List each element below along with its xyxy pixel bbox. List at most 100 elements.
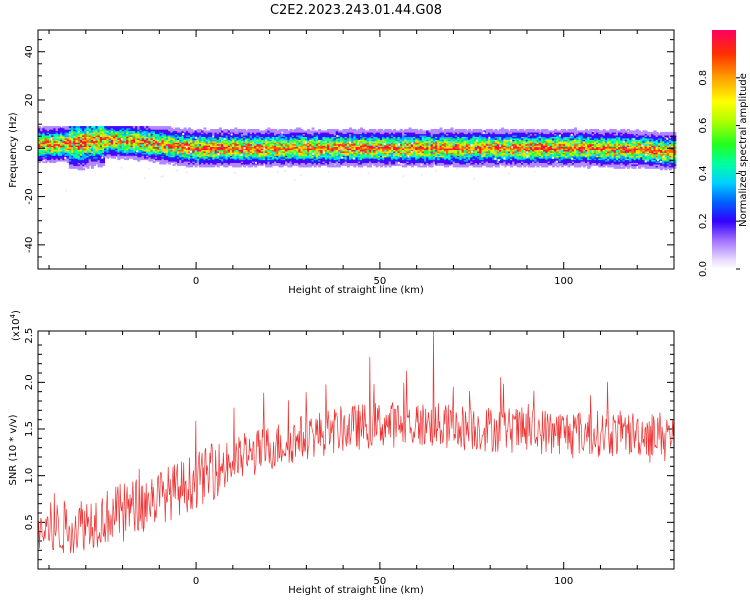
heatmap-cell — [276, 150, 280, 153]
heatmap-cell — [313, 142, 317, 145]
heatmap-cell — [135, 131, 139, 135]
heatmap-cell — [285, 134, 288, 137]
heatmap-cell — [214, 146, 218, 149]
heatmap-cell — [188, 140, 191, 143]
heatmap-cell — [432, 129, 436, 132]
heatmap-cell — [49, 144, 52, 148]
heatmap-cell — [245, 159, 249, 162]
heatmap-cell — [188, 150, 191, 153]
heatmap-cell — [102, 155, 105, 158]
heatmap-cell — [315, 142, 319, 145]
heatmap-cell — [443, 155, 447, 158]
heatmap-cell — [388, 150, 392, 153]
heatmap-cell — [371, 146, 375, 149]
heatmap-cell — [443, 143, 447, 146]
heatmap-cell — [249, 159, 253, 162]
heatmap-cell — [55, 155, 59, 158]
heatmap-cell — [432, 153, 436, 156]
heatmap-cell — [315, 152, 319, 155]
heatmap-cell — [170, 140, 174, 143]
heatmap-cell — [329, 144, 333, 148]
heatmap-cell — [327, 147, 330, 150]
heatmap-cell — [256, 142, 260, 145]
heatmap-cell — [207, 153, 211, 156]
heatmap-cell — [435, 129, 438, 132]
heatmap-cell — [459, 150, 463, 153]
heatmap-cell — [335, 150, 339, 153]
heatmap-cell — [137, 140, 141, 143]
heatmap-cell — [49, 155, 52, 158]
heatmap-cell — [60, 157, 64, 161]
heatmap-cell — [309, 153, 313, 156]
heatmap-cell — [382, 137, 386, 140]
heatmap-cell — [457, 130, 461, 133]
heatmap-cell — [446, 163, 450, 166]
heatmap-cell — [265, 150, 269, 153]
heatmap-cell — [108, 127, 112, 130]
heatmap-cell — [437, 143, 441, 146]
heatmap-cell — [274, 159, 277, 162]
heatmap-cell — [435, 146, 438, 149]
heatmap-cell — [364, 149, 368, 152]
heatmap-cell — [346, 131, 350, 135]
heatmap-cell — [454, 137, 458, 140]
heatmap-cell — [373, 134, 377, 137]
heatmap-cell — [132, 157, 136, 161]
heatmap-cell — [130, 133, 134, 136]
heatmap-cell — [435, 153, 438, 156]
heatmap-cell — [415, 143, 419, 146]
heatmap-cell — [168, 129, 172, 132]
heatmap-cell — [457, 165, 461, 168]
heatmap-cell — [53, 153, 57, 156]
heatmap-cell — [179, 133, 183, 136]
heatmap-cell — [454, 144, 458, 148]
heatmap-cell — [421, 147, 425, 150]
heatmap-cell — [126, 156, 130, 159]
heatmap-cell — [360, 157, 363, 161]
heatmap-cell — [165, 126, 169, 129]
heatmap-cell — [223, 147, 227, 150]
heatmap-cell — [252, 152, 255, 155]
heatmap-cell — [181, 149, 185, 152]
heatmap-cell — [457, 129, 461, 132]
heatmap-cell — [298, 139, 302, 142]
heatmap-cell — [245, 149, 249, 152]
heatmap-cell — [296, 133, 300, 136]
heatmap-cell — [110, 127, 114, 130]
heatmap-cell — [448, 152, 452, 155]
heatmap-cell — [216, 147, 220, 150]
heatmap-cell — [320, 130, 324, 133]
heatmap-cell — [333, 131, 337, 135]
heatmap-cell — [44, 157, 48, 161]
heatmap-cell — [287, 142, 291, 145]
heatmap-cell — [181, 152, 185, 155]
heatmap-cell — [315, 163, 319, 166]
heatmap-cell — [185, 134, 189, 137]
heatmap-cell — [318, 144, 322, 148]
heatmap-cell — [210, 146, 214, 149]
heatmap-cell — [243, 160, 247, 163]
heatmap-cell — [141, 131, 145, 135]
heatmap-cell — [143, 131, 147, 135]
heatmap-cell — [342, 146, 346, 149]
heatmap-cell — [307, 134, 311, 137]
heatmap-cell — [307, 129, 311, 132]
heatmap-cell — [132, 139, 136, 142]
heatmap-cell — [278, 160, 282, 163]
heatmap-cell — [424, 155, 427, 158]
heatmap-cell — [254, 142, 258, 145]
heatmap-cell — [84, 139, 88, 142]
heatmap-cell — [463, 149, 467, 152]
heatmap-cell — [177, 134, 180, 137]
heatmap-cell — [46, 133, 50, 136]
heatmap-cell — [86, 162, 90, 165]
heatmap-cell — [210, 156, 214, 159]
heatmap-cell — [110, 146, 114, 149]
heatmap-cell — [97, 146, 101, 149]
heatmap-cell — [88, 150, 92, 153]
heatmap-cell — [289, 144, 293, 148]
heatmap-cell — [399, 143, 403, 146]
heatmap-cell — [95, 140, 99, 143]
heatmap-cell — [179, 149, 183, 152]
heatmap-cell — [300, 133, 304, 136]
